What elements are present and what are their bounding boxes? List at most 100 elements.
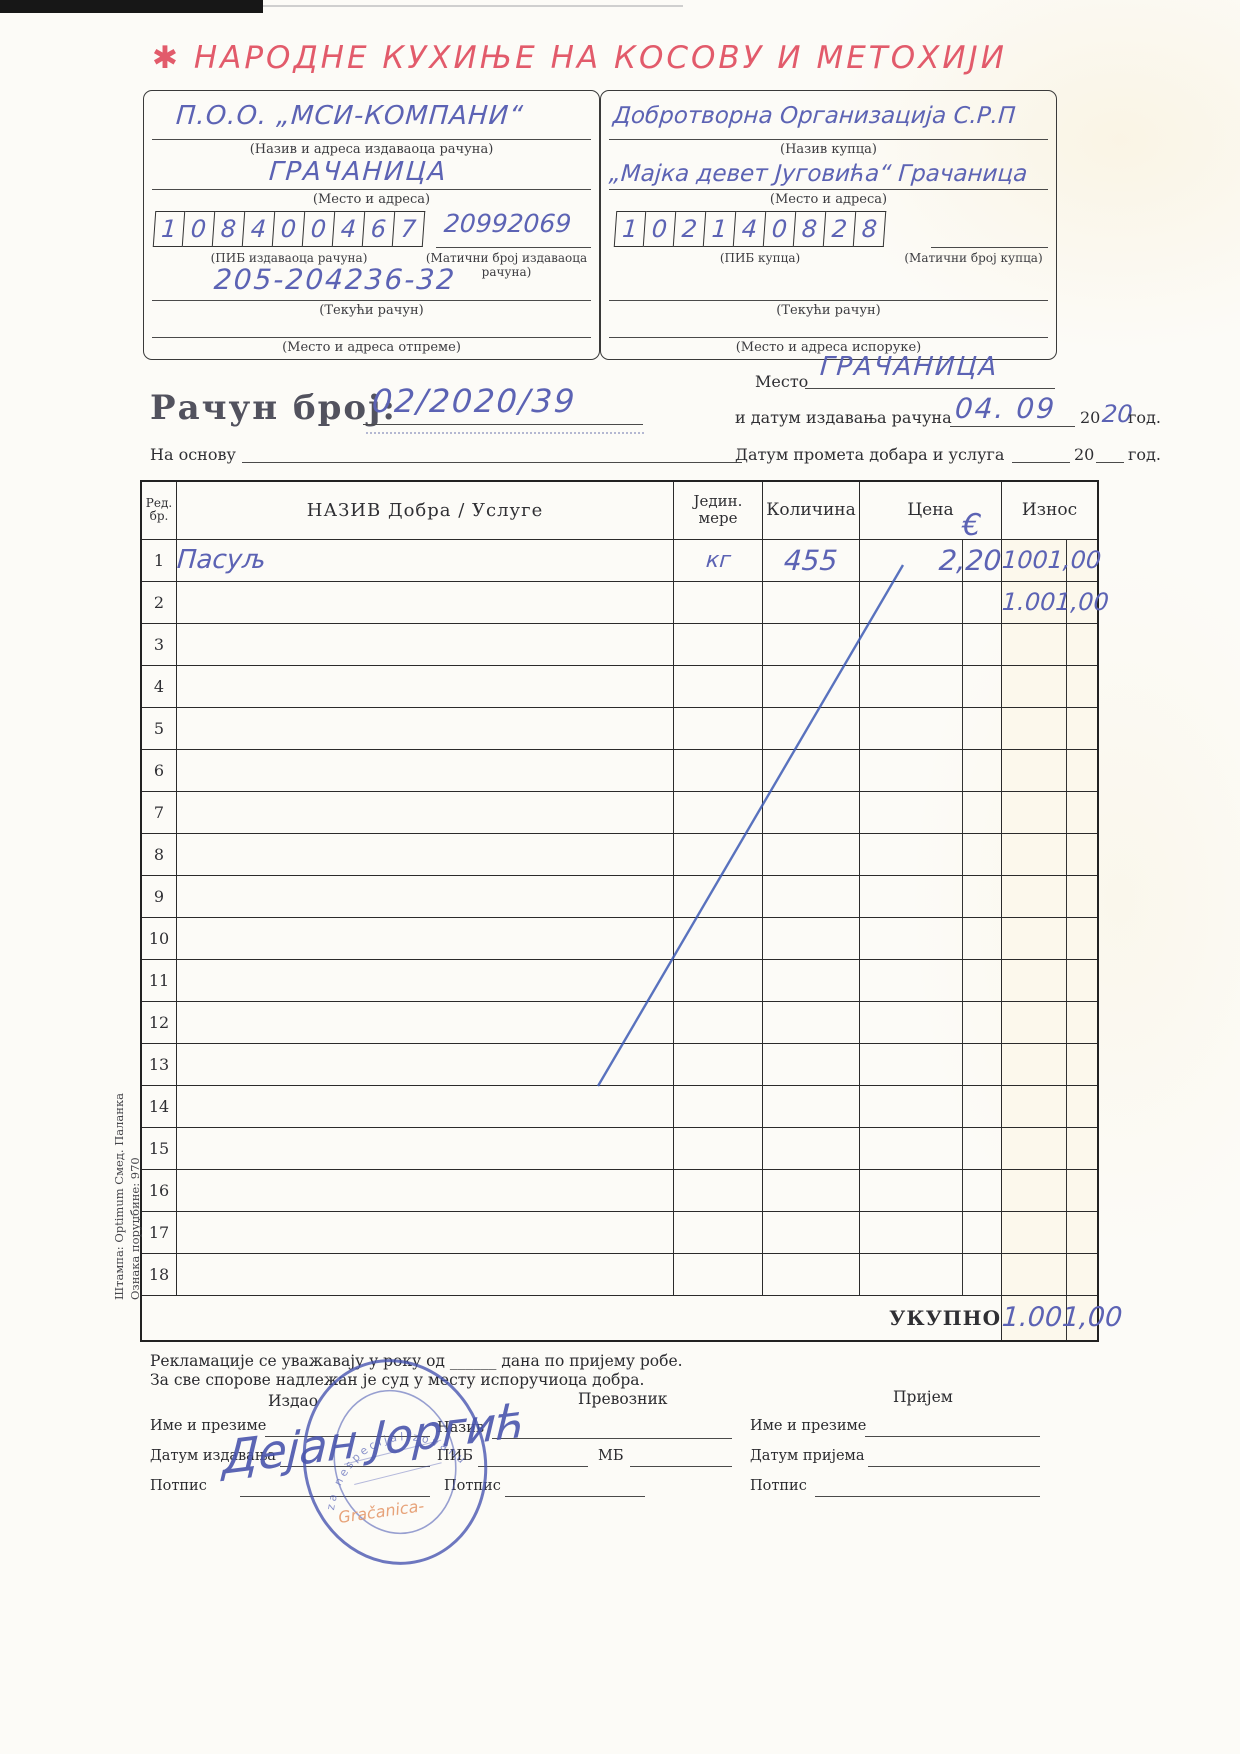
amount-cell xyxy=(1001,748,1099,792)
price-cell xyxy=(859,1000,1002,1044)
table-row: 10 xyxy=(140,916,1099,960)
item-name-cell xyxy=(176,916,674,960)
field-line xyxy=(240,1496,430,1497)
seller-account-label: (Текући рачун) xyxy=(319,303,424,318)
digit-cell: 0 xyxy=(643,211,677,247)
amount-cell xyxy=(1001,1210,1099,1254)
buyer-pib-label: (ПИБ купца) xyxy=(719,251,801,265)
quantity-cell xyxy=(762,1252,860,1296)
field-line xyxy=(1096,462,1124,463)
table-row: 3 xyxy=(140,622,1099,666)
issue-date-label: и датум издавања рачуна xyxy=(735,408,952,427)
amount-cell xyxy=(1001,874,1099,918)
quantity-cell xyxy=(762,580,860,624)
row-no-cell: 11 xyxy=(140,958,177,1002)
price-cell xyxy=(859,748,1002,792)
amount-cell xyxy=(1001,1042,1099,1086)
unit-cell xyxy=(673,958,763,1002)
seller-dispatch-label: (Место и адреса отпреме) xyxy=(282,340,461,355)
item-name-cell xyxy=(176,832,674,876)
unit-cell: кг xyxy=(673,538,763,582)
unit-cell xyxy=(673,1252,763,1296)
unit-cell-value: кг xyxy=(704,547,732,573)
buyer-place-label: (Место и адреса) xyxy=(769,192,888,207)
digit-cell: 1 xyxy=(613,211,647,247)
field-line xyxy=(609,337,1048,338)
field-line xyxy=(805,388,1055,389)
unit-cell xyxy=(673,580,763,624)
field-line xyxy=(815,1496,1040,1497)
item-name-cell: Пасуљ xyxy=(176,538,674,582)
quantity-cell xyxy=(762,1210,860,1254)
item-name-cell xyxy=(176,1000,674,1044)
header-amount: Износ xyxy=(1001,480,1099,540)
price-cell xyxy=(859,1210,1002,1254)
seller-name-value: П.О.О. „МСИ-КОМПАНИ“ xyxy=(174,101,525,131)
price-cell xyxy=(859,1126,1002,1170)
price-cell xyxy=(859,1168,1002,1212)
row-no-cell: 7 xyxy=(140,790,177,834)
row-no-cell-value: 15 xyxy=(148,1138,170,1158)
amount-cell xyxy=(1001,1126,1099,1170)
turnover-date-label: Датум промета добара и услуга xyxy=(735,445,1005,464)
unit-cell xyxy=(673,790,763,834)
table-row: 15 xyxy=(140,1126,1099,1170)
table-row: 18 xyxy=(140,1252,1099,1296)
scan-artifact-line xyxy=(263,5,683,7)
receipt-name-label: Име и презиме xyxy=(750,1418,867,1434)
claims-note: Рекламације се уважавају у року од _____… xyxy=(150,1352,683,1370)
amount-cell xyxy=(1001,958,1099,1002)
seller-reg-value: 20992069 xyxy=(442,209,573,238)
header-unit: Једин. мере xyxy=(673,480,763,540)
carrier-mb-label: МБ xyxy=(598,1448,624,1464)
header-row-no: Ред. бр. xyxy=(140,480,177,540)
digit-cell: 2 xyxy=(673,211,707,247)
quantity-cell xyxy=(762,1168,860,1212)
amount-cell xyxy=(1001,706,1099,750)
digit-cell: 6 xyxy=(362,211,396,247)
turnover-year-suffix: год. xyxy=(1128,445,1161,464)
print-info-printer: Штампа: Optimum Смед. Паланка xyxy=(112,1093,126,1300)
row-no-cell-value: 6 xyxy=(153,760,165,780)
seller-pib-label: (ПИБ издаваоца рачуна) xyxy=(210,251,368,265)
quantity-cell xyxy=(762,622,860,666)
row-no-cell-value: 1 xyxy=(153,550,165,570)
row-no-cell: 17 xyxy=(140,1210,177,1254)
field-line xyxy=(478,1466,588,1467)
field-line xyxy=(868,1466,1040,1467)
digit-cell: 1 xyxy=(152,211,186,247)
row-no-cell: 2 xyxy=(140,580,177,624)
row-no-cell-value: 5 xyxy=(153,718,165,738)
amount-cell xyxy=(1001,790,1099,834)
field-line xyxy=(609,189,1048,190)
basis-label: На основу xyxy=(150,445,236,464)
digit-cell: 0 xyxy=(302,211,336,247)
header-price: Цена € xyxy=(859,480,1002,543)
table-row: 14 xyxy=(140,1084,1099,1128)
item-name-cell xyxy=(176,874,674,918)
quantity-cell xyxy=(762,1084,860,1128)
unit-cell xyxy=(673,1084,763,1128)
item-name-cell xyxy=(176,748,674,792)
row-no-cell: 8 xyxy=(140,832,177,876)
row-no-cell: 4 xyxy=(140,664,177,708)
unit-cell xyxy=(673,1210,763,1254)
amount-cell: 1001,00 xyxy=(1001,538,1102,582)
item-name-cell xyxy=(176,622,674,666)
row-no-cell-value: 10 xyxy=(148,928,170,948)
row-no-cell-value: 12 xyxy=(148,1012,170,1032)
digit-cell: 4 xyxy=(733,211,767,247)
item-name-cell xyxy=(176,706,674,750)
unit-cell xyxy=(673,832,763,876)
table-row: 4 xyxy=(140,664,1099,708)
seller-place-value: ГРАЧАНИЦА xyxy=(267,157,449,187)
seller-name-label: (Назив и адреса издаваоца рачуна) xyxy=(249,142,494,157)
stamp-place-text: Gračanica- xyxy=(337,1496,426,1527)
table-row: 8 xyxy=(140,832,1099,876)
quantity-cell xyxy=(762,958,860,1002)
issued-name-label: Име и презиме xyxy=(150,1418,267,1434)
row-no-cell: 9 xyxy=(140,874,177,918)
digit-cell: 8 xyxy=(793,211,827,247)
row-no-cell: 14 xyxy=(140,1084,177,1128)
receipt-date-label: Датум пријема xyxy=(750,1448,865,1464)
